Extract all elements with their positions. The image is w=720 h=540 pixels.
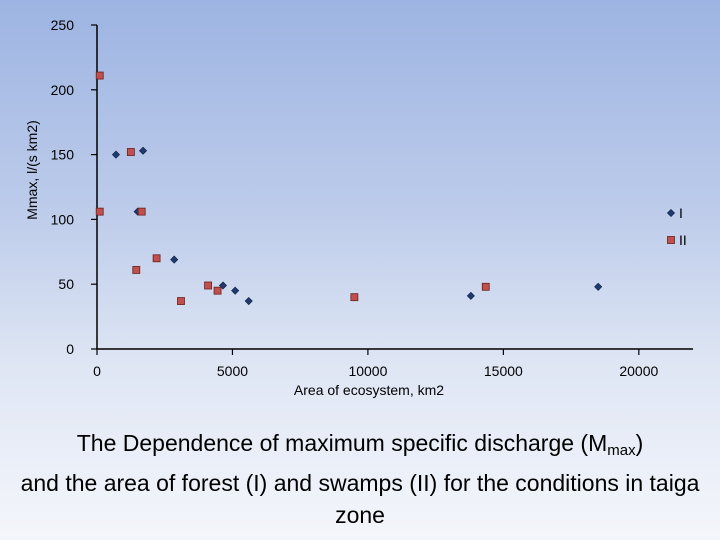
y-tick-label: 250: [51, 17, 75, 33]
series-ii-point: [350, 293, 359, 302]
series-i-point: [111, 150, 120, 159]
chart-caption: The Dependence of maximum specific disch…: [20, 427, 700, 531]
x-axis-ticks: 0 5000 10000 15000 20000: [93, 349, 658, 379]
x-axis-title: Area of ecosystem, km2: [294, 382, 444, 398]
series-i-point: [139, 146, 148, 155]
legend-label: I: [679, 205, 683, 221]
caption-text-rest: and the area of forest (I) and swamps (I…: [20, 470, 700, 528]
series-i-point: [170, 255, 179, 264]
series-ii-point: [152, 254, 161, 263]
y-axis-title: Mmax, l/(s km2): [24, 120, 40, 220]
series-ii-point: [481, 282, 490, 291]
legend-marker: [667, 236, 675, 244]
series-ii-point: [95, 207, 104, 216]
series-ii-point: [132, 266, 141, 274]
y-axis-ticks: 0 50 100 150 200 250: [51, 17, 97, 357]
series-i-point: [244, 297, 253, 306]
series-ii-point: [213, 286, 222, 295]
y-tick-label: 100: [51, 211, 75, 227]
series-i-point: [231, 286, 240, 295]
series-ii-point: [95, 71, 104, 80]
y-tick-label: 50: [58, 276, 74, 292]
legend-marker: [666, 208, 676, 218]
series-i-point: [218, 281, 227, 290]
legend-label: II: [679, 232, 687, 248]
data-points: [95, 71, 603, 306]
x-tick-label: 10000: [348, 363, 387, 379]
series-ii-point: [126, 148, 135, 156]
x-tick-label: 0: [93, 363, 101, 379]
series-i-point: [466, 291, 475, 300]
series-ii-point: [204, 281, 212, 290]
series-ii-point: [177, 297, 185, 305]
y-tick-label: 0: [66, 341, 74, 357]
y-tick-label: 200: [51, 82, 75, 98]
caption-text-close: ): [635, 430, 644, 456]
x-tick-label: 15000: [484, 363, 523, 379]
series-i-point: [594, 282, 603, 291]
x-tick-label: 5000: [217, 363, 248, 379]
x-tick-label: 20000: [619, 363, 658, 379]
scatter-chart: 0 50 100 150 200 250 0 5000 10000 15000 20000 Are…: [24, 17, 693, 398]
caption-text-start: The Dependence of maximum specific disch…: [76, 430, 608, 456]
legend: III: [666, 205, 687, 248]
series-ii-point: [137, 207, 146, 216]
y-tick-label: 150: [51, 147, 75, 163]
caption-subscript: max: [607, 442, 636, 459]
